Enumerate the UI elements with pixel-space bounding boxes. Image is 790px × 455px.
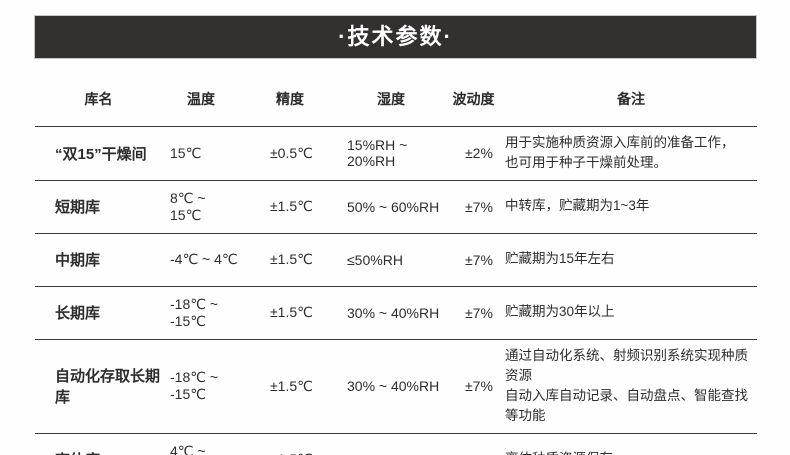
cell-fluctuation: ±7% — [465, 198, 493, 215]
cell-humidity: ≤50%RH — [347, 251, 403, 268]
cell-fluctuation: ±7% — [465, 378, 493, 394]
column-header-name: 库名 — [84, 91, 113, 107]
cell-storage-name: 短期库 — [55, 199, 101, 216]
spec-table: 库名 温度 精度 湿度 波动度 备注 “双15”干燥间 15℃ ±0.5℃ 15… — [35, 72, 757, 455]
cell-temperature: -18℃ ~ -15℃ — [170, 369, 219, 402]
title-banner: ·技术参数· — [34, 15, 757, 59]
column-header-precision: 精度 — [276, 91, 304, 107]
table-row: “双15”干燥间 15℃ ±0.5℃ 15%RH ~ 20%RH ±2% 用于实… — [35, 127, 757, 181]
cell-remark: 离体种质资源保存 — [505, 443, 757, 455]
table-body: “双15”干燥间 15℃ ±0.5℃ 15%RH ~ 20%RH ±2% 用于实… — [35, 127, 757, 455]
cell-fluctuation: ±7% — [465, 304, 493, 321]
cell-temperature: 4℃ ~ 35℃ — [170, 442, 206, 455]
column-header-fluctuation: 波动度 — [452, 91, 495, 107]
cell-remark: 用于实施种质资源入库前的准备工作， 也可用于种子干燥前处理。 — [505, 135, 735, 171]
table-row: 自动化存取长期库 -18℃ ~ -15℃ ±1.5℃ 30% ~ 40%RH ±… — [35, 340, 757, 434]
cell-storage-name: 长期库 — [55, 305, 101, 322]
cell-fluctuation: ±7% — [442, 452, 505, 455]
cell-remark: 贮藏期为30年以上 — [505, 304, 615, 320]
cell-storage-name: 自动化存取长期库 — [55, 368, 161, 406]
cell-precision: ±0.5℃ — [270, 144, 313, 161]
cell-remark: 贮藏期为15年左右 — [505, 251, 615, 267]
table-header-row: 库名 温度 精度 湿度 波动度 备注 — [35, 72, 757, 127]
cell-remark: 中转库，贮藏期为1~3年 — [505, 198, 650, 214]
cell-remark: 通过自动化系统、射频识别系统实现种质资源 自动入库自动记录、自动盘点、智能查找等… — [505, 347, 748, 424]
cell-humidity: 50% ~ 60%RH — [347, 198, 440, 215]
cell-storage-name: 离体库 — [35, 449, 162, 455]
cell-humidity: 30% ~ 40%RH — [347, 378, 440, 394]
cell-humidity: 15%RH ~ 20%RH — [347, 137, 408, 170]
cell-humidity: 50% ~ 80%RH — [340, 452, 442, 455]
cell-temperature: -4℃ ~ 4℃ — [170, 251, 238, 267]
page-title: ·技术参数· — [338, 24, 453, 49]
cell-precision: ±1.5℃ — [270, 198, 313, 214]
column-header-remark: 备注 — [617, 91, 645, 107]
cell-temperature: 15℃ — [170, 144, 202, 161]
cell-precision: ±1.5℃ — [270, 377, 313, 394]
table-row: 短期库 8℃ ~ 15℃ ±1.5℃ 50% ~ 60%RH ±7% 中转库，贮… — [35, 181, 757, 234]
column-header-temperature: 温度 — [187, 91, 215, 107]
column-header-humidity: 湿度 — [377, 91, 405, 107]
table-row: 长期库 -18℃ ~ -15℃ ±1.5℃ 30% ~ 40%RH ±7% 贮藏… — [35, 287, 757, 340]
cell-temperature: 8℃ ~ 15℃ — [170, 189, 206, 223]
cell-fluctuation: ±2% — [465, 145, 493, 162]
cell-humidity: 30% ~ 40%RH — [347, 304, 440, 321]
cell-precision: ±1.5℃ — [240, 451, 340, 455]
cell-storage-name: “双15”干燥间 — [55, 145, 147, 163]
table-row: 离体库 4℃ ~ 35℃ ±1.5℃ 50% ~ 80%RH ±7% 离体种质资… — [35, 434, 757, 455]
table-row: 中期库 -4℃ ~ 4℃ ±1.5℃ ≤50%RH ±7% 贮藏期为15年左右 — [35, 234, 757, 287]
cell-storage-name: 中期库 — [55, 252, 101, 269]
cell-precision: ±1.5℃ — [270, 251, 313, 267]
cell-precision: ±1.5℃ — [270, 304, 313, 320]
cell-temperature: -18℃ ~ -15℃ — [170, 295, 219, 329]
cell-fluctuation: ±7% — [465, 251, 493, 268]
